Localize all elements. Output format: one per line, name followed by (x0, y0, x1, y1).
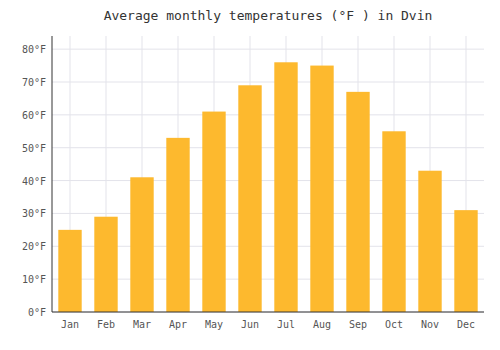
x-tick-label: Dec (457, 319, 475, 330)
x-tick-label: Jun (241, 319, 259, 330)
y-tick-label: 60°F (22, 110, 46, 121)
x-tick-label: Jan (61, 319, 79, 330)
y-axis-line (52, 36, 53, 312)
grid-line-y (52, 147, 484, 148)
x-tick-label: Feb (97, 319, 115, 330)
bars (58, 62, 477, 312)
chart-container: Average monthly temperatures (°F ) in Dv… (0, 0, 500, 350)
x-tick-label: Jul (277, 319, 295, 330)
y-tick-label: 70°F (22, 77, 46, 88)
x-tick-label: Apr (169, 319, 187, 330)
bar (130, 177, 153, 312)
bar (346, 92, 369, 312)
y-tick-label: 0°F (28, 307, 46, 318)
x-axis-line (52, 312, 484, 313)
y-tick-label: 10°F (22, 274, 46, 285)
bar (202, 112, 225, 312)
y-tick-label: 50°F (22, 143, 46, 154)
x-tick-label: Sep (349, 319, 367, 330)
y-tick-label: 80°F (22, 44, 46, 55)
grid-line-y (52, 114, 484, 115)
y-tick-label: 30°F (22, 208, 46, 219)
background (0, 0, 500, 350)
grid-line-y (52, 49, 484, 50)
title: Average monthly temperatures (°F ) in Dv… (104, 8, 433, 23)
x-tick-label: Nov (421, 319, 439, 330)
page: {"chart_data": {"type": "bar", "title": … (0, 0, 500, 350)
bar (166, 138, 189, 312)
x-tick-label: Oct (385, 319, 403, 330)
x-tick-label: Aug (313, 319, 331, 330)
x-tick-label: Mar (133, 319, 151, 330)
bar (382, 131, 405, 312)
bar (94, 217, 117, 312)
bar (310, 66, 333, 312)
bar (238, 85, 261, 312)
bar (418, 171, 441, 312)
bar (454, 210, 477, 312)
grid (52, 36, 484, 312)
y-tick-label: 20°F (22, 241, 46, 252)
chart-svg: Average monthly temperatures (°F ) in Dv… (0, 0, 500, 350)
bar (58, 230, 81, 312)
bar (274, 62, 297, 312)
grid-line-y (52, 312, 484, 313)
x-tick-label: May (205, 319, 223, 330)
y-tick-label: 40°F (22, 176, 46, 187)
grid-line-y (52, 82, 484, 83)
